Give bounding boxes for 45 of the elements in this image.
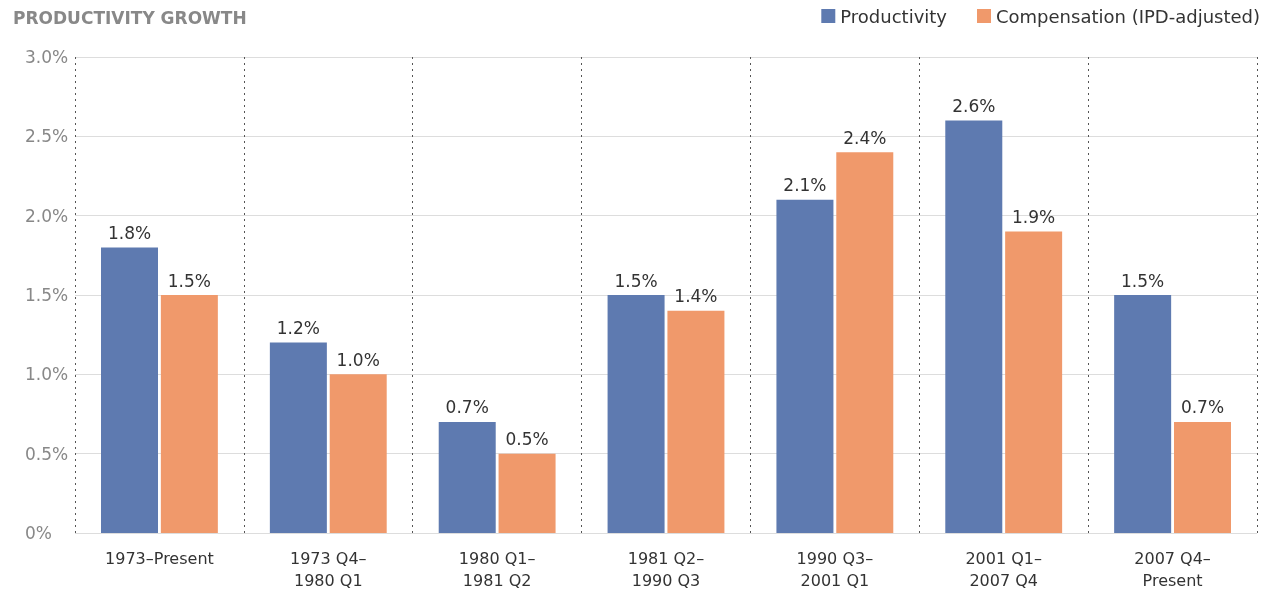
y-tick-label: 1.0%: [25, 364, 69, 385]
bar: [945, 120, 1003, 533]
bar: [438, 421, 496, 533]
legend-label: Compensation (IPD-adjusted): [996, 5, 1260, 27]
data-label: 2.4%: [843, 127, 887, 148]
bar: [498, 453, 556, 533]
data-label: 1.5%: [1121, 270, 1165, 291]
y-tick-label: 3.0%: [25, 47, 69, 67]
data-label: 2.1%: [783, 175, 827, 196]
x-tick-label: 1973 Q4– 1980 Q1: [290, 548, 367, 590]
data-label: 1.4%: [674, 286, 718, 307]
bar: [160, 295, 218, 533]
y-tick-label: 0%: [25, 523, 52, 543]
x-tick-label: 1981 Q2– 1990 Q3: [627, 548, 705, 590]
bar: [1005, 231, 1063, 533]
data-label: 1.2%: [276, 318, 320, 339]
data-label: 0.5%: [505, 429, 549, 450]
bar: [776, 199, 834, 533]
data-label: 1.5%: [167, 270, 211, 291]
data-label: 1.0%: [336, 349, 380, 370]
data-label: 1.9%: [1012, 207, 1056, 228]
bar: [836, 152, 894, 533]
x-tick-label: 2007 Q4– Present: [1134, 548, 1211, 590]
data-label: 1.5%: [614, 270, 658, 291]
x-tick-label: 1990 Q3– 2001 Q1: [796, 548, 874, 590]
data-label: 0.7%: [1180, 397, 1225, 418]
y-tick-label: 1.5%: [25, 285, 69, 305]
data-label: 0.7%: [445, 397, 489, 418]
chart-title: PRODUCTIVITY GROWTH: [13, 7, 247, 28]
bar: [101, 247, 158, 533]
bar: [667, 310, 725, 533]
legend-label: Productivity: [840, 5, 948, 27]
y-tick-label: 0.5%: [25, 443, 69, 464]
y-tick-label: 2.0%: [25, 205, 69, 226]
bar: [1114, 295, 1172, 533]
x-tick-label: 2001 Q1– 2007 Q4: [965, 548, 1042, 590]
bar: [329, 374, 387, 533]
bar: [607, 295, 665, 533]
data-label: 1.8%: [107, 222, 152, 243]
bar: [1174, 421, 1231, 533]
x-tick-label: 1980 Q1– 1981 Q2: [458, 548, 536, 590]
y-tick-label: 2.5%: [25, 126, 69, 147]
data-label: 2.6%: [952, 95, 996, 116]
bar: [269, 342, 327, 533]
x-tick-label: 1973–Present: [105, 548, 214, 568]
